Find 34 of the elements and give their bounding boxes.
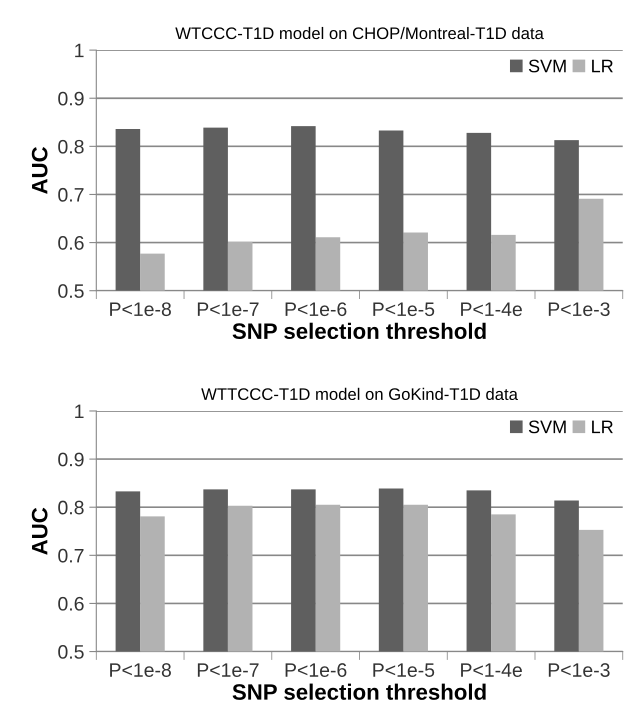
y-tick-label: 1 (75, 404, 84, 418)
x-tick-label: P<1e-5 (373, 302, 434, 316)
x-tick-label: P<1-4e (461, 302, 522, 316)
legend-label: LR (592, 420, 613, 434)
legend-label: LR (592, 60, 613, 72)
y-tick-label: 0.5 (58, 284, 84, 298)
x-tick-label: P<1e-7 (198, 663, 259, 677)
y-axis-title: AUC (32, 508, 48, 555)
x-tick-label: P<1e-5 (373, 663, 434, 677)
x-tick-label: P<1e-8 (110, 663, 171, 677)
y-axis-title: AUC (32, 146, 48, 194)
x-tick-label: P<1e-8 (110, 302, 171, 316)
x-axis-title: SNP selection threshold (232, 684, 486, 700)
y-tick-label: 0.8 (58, 140, 84, 154)
y-tick-label: 0.5 (58, 645, 84, 659)
x-tick-label: P<1e-7 (198, 302, 259, 316)
y-tick-label: 0.6 (58, 236, 84, 250)
chart-title: WTTCCC-T1D model on GoKind-T1D data (201, 388, 518, 400)
x-tick-label: P<1e-6 (286, 302, 346, 316)
y-tick-label: 0.7 (58, 548, 84, 563)
legend-label: SVM (528, 60, 566, 72)
chart-title: WTCCC-T1D model on CHOP/Montreal-T1D data (175, 26, 544, 40)
y-tick-label: 0.8 (58, 500, 84, 514)
y-tick-label: 0.6 (58, 596, 84, 611)
x-tick-label: P<1e-3 (548, 663, 610, 677)
x-tick-label: P<1e-6 (286, 663, 346, 677)
x-tick-label: P<1e-3 (548, 302, 610, 316)
x-tick-label: P<1-4e (461, 663, 522, 677)
y-tick-label: 0.9 (58, 452, 84, 466)
y-tick-label: 0.7 (58, 188, 84, 202)
y-tick-label: 1 (75, 44, 84, 58)
y-tick-label: 0.9 (58, 92, 84, 106)
legend-label: SVM (528, 420, 566, 434)
x-axis-title: SNP selection threshold (232, 322, 486, 340)
